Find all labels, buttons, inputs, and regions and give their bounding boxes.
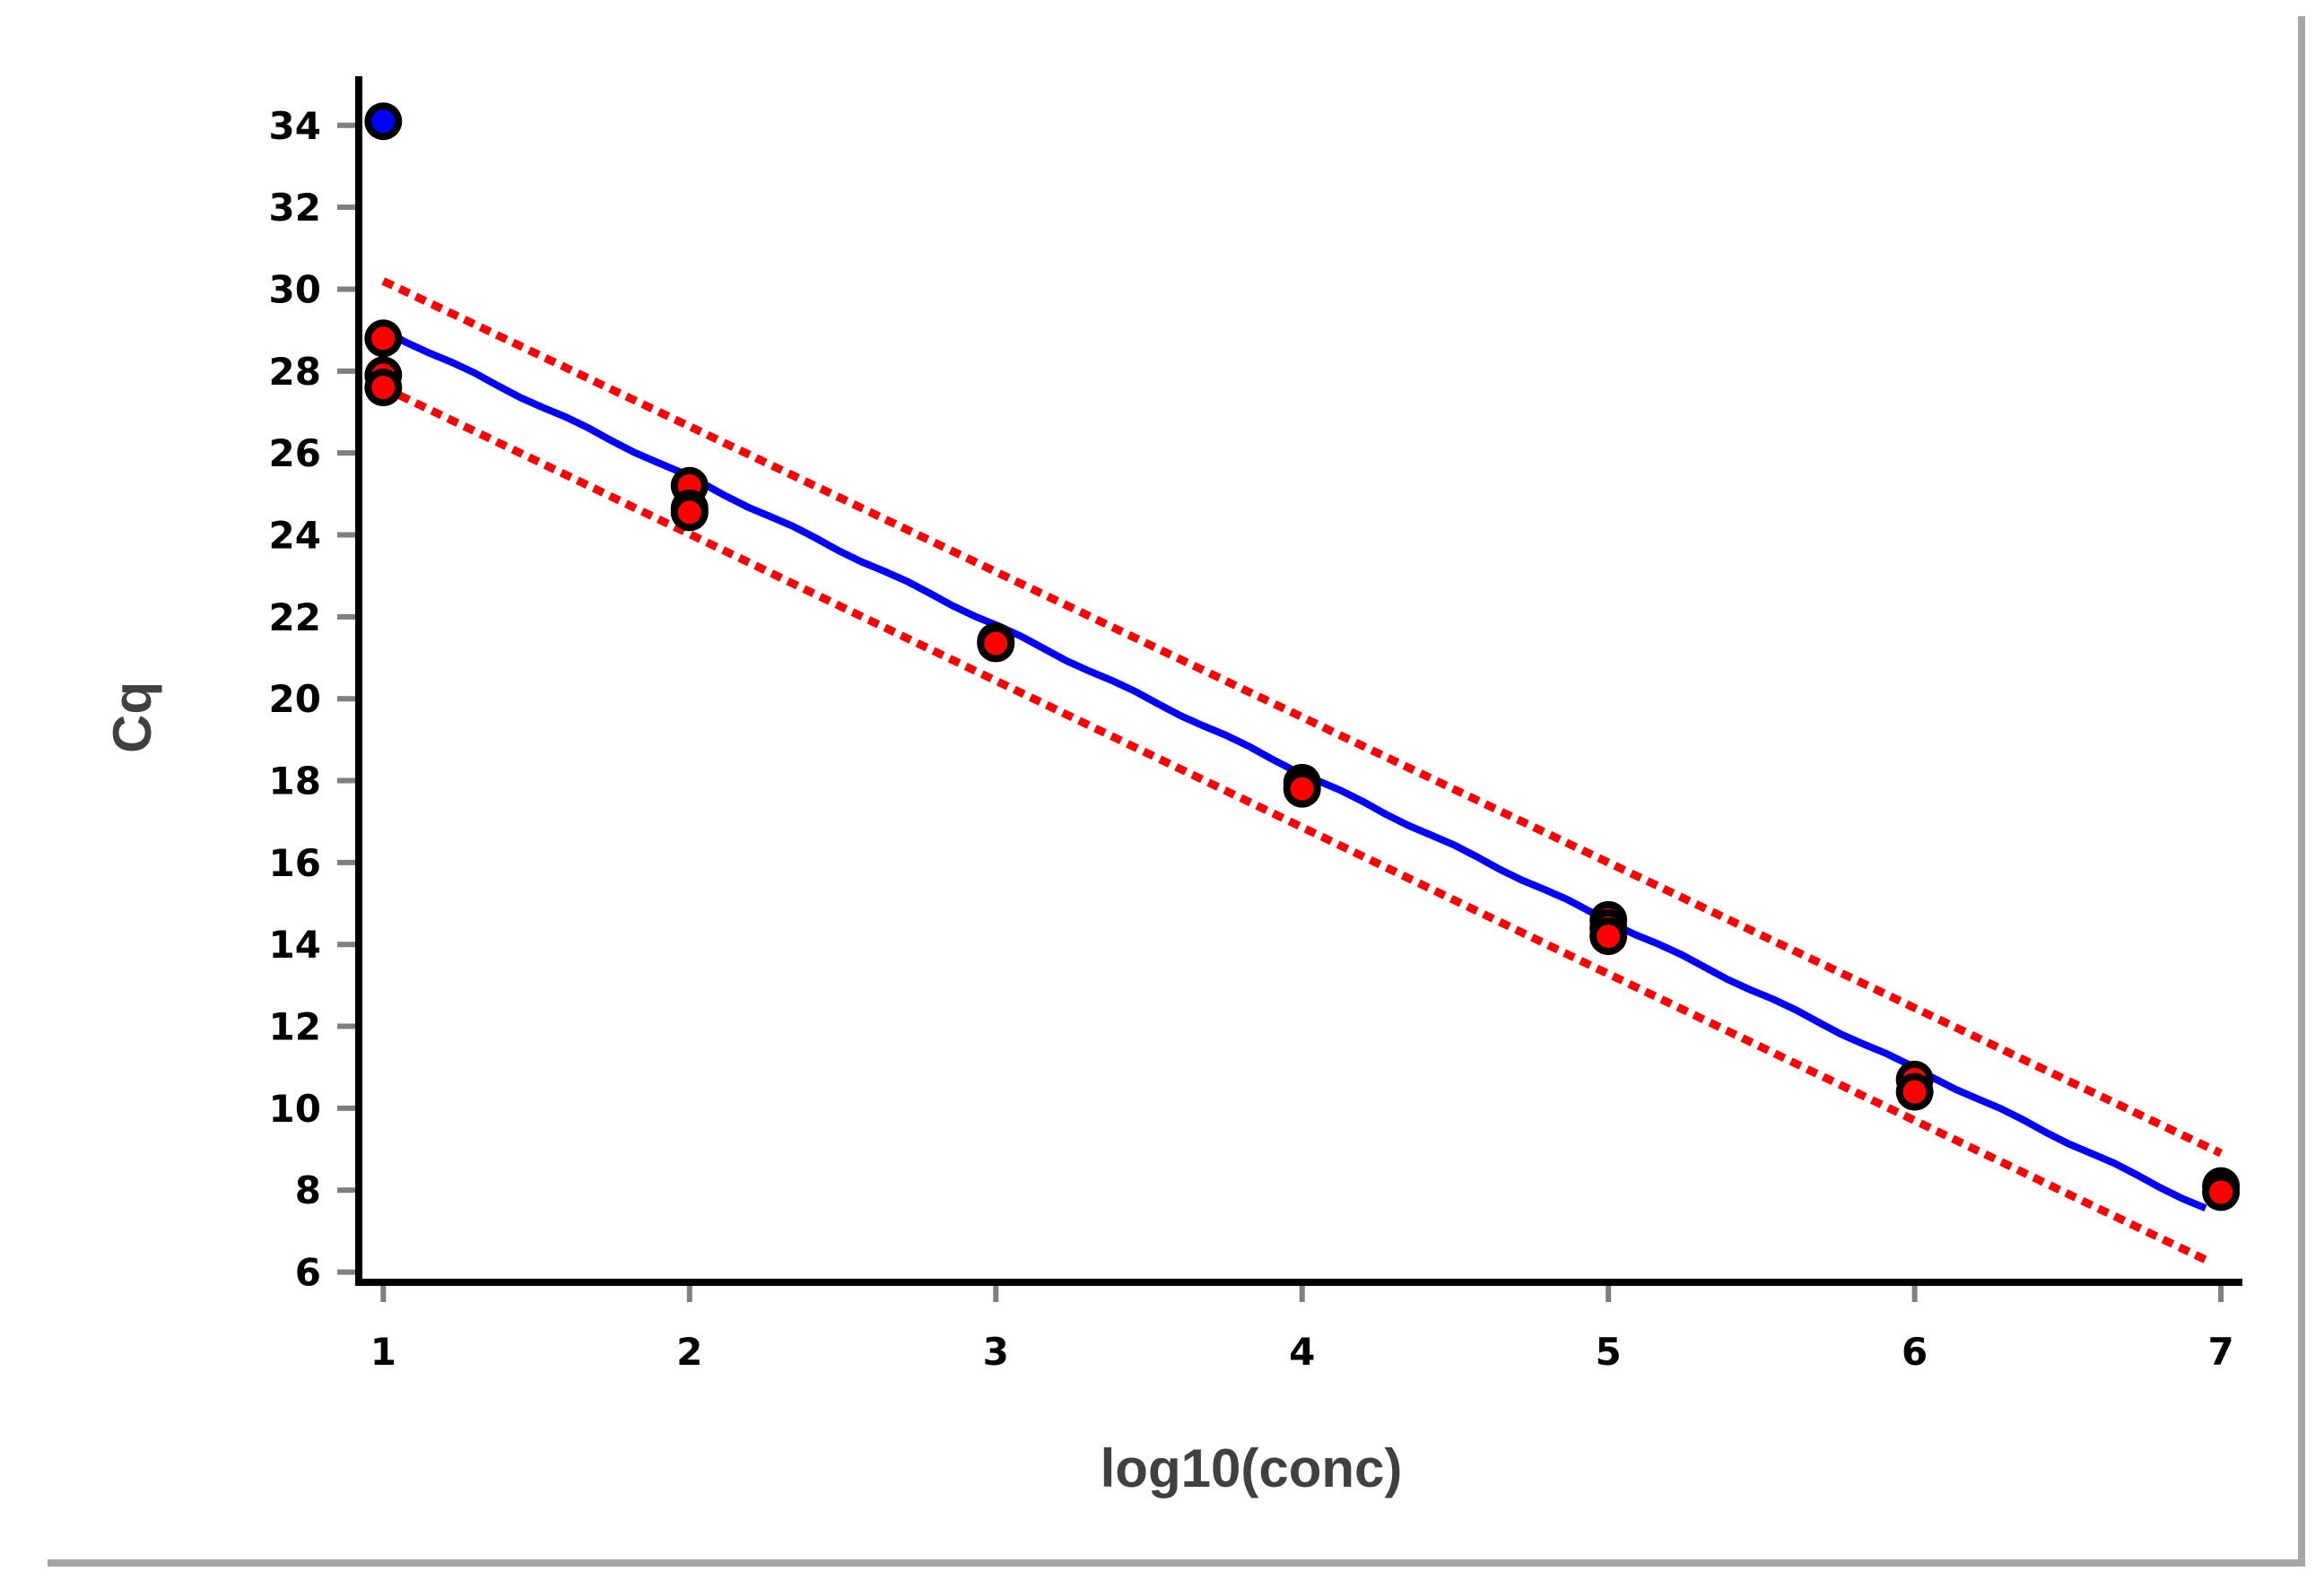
data-point-fill [1597, 925, 1621, 949]
y-tick-label: 20 [269, 677, 321, 721]
y-tick-label: 10 [269, 1087, 321, 1131]
y-axis-title: Cq [102, 681, 162, 753]
data-points [364, 102, 2241, 1211]
data-point-fill [1902, 1080, 1927, 1104]
data-point [977, 624, 1015, 663]
x-axis-ticks: 1 2 3 4 5 6 7 [370, 1282, 2234, 1374]
x-tick-label: 4 [1289, 1330, 1315, 1374]
x-axis-title: log10(conc) [1101, 1438, 1403, 1498]
data-point [670, 493, 709, 532]
y-tick-label: 30 [269, 267, 321, 311]
y-tick-label: 32 [269, 186, 321, 230]
y-tick-label: 18 [269, 760, 321, 803]
data-point [364, 369, 403, 407]
y-tick-label: 26 [269, 431, 321, 475]
data-point-fill [371, 376, 396, 400]
confidence-band-upper [381, 277, 2224, 1158]
data-point [1283, 769, 1321, 808]
x-tick-label: 5 [1596, 1330, 1622, 1374]
y-axis-ticks: 6 8 10 12 14 16 18 20 22 24 26 28 30 32 34 [269, 104, 359, 1295]
data-point-fill [2209, 1180, 2233, 1204]
confidence-band-lower [381, 384, 2207, 1263]
data-point [1895, 1072, 1934, 1111]
y-tick-label: 12 [269, 1005, 321, 1049]
outlier-point-fill [371, 109, 396, 134]
y-tick-label: 28 [269, 350, 321, 394]
y-tick-label: 34 [269, 104, 321, 148]
data-point-fill [1290, 777, 1314, 801]
data-point [2202, 1173, 2241, 1211]
x-tick-label: 7 [2207, 1330, 2233, 1374]
y-tick-label: 6 [295, 1251, 321, 1295]
data-point-fill [371, 326, 396, 351]
data-point [1589, 917, 1628, 956]
data-point-fill [984, 631, 1008, 655]
x-tick-label: 2 [676, 1330, 702, 1374]
frame-shadow [48, 16, 2305, 1567]
x-tick-label: 1 [370, 1330, 396, 1374]
data-point [364, 319, 403, 358]
y-tick-label: 8 [295, 1168, 321, 1212]
outlier-point [364, 102, 403, 141]
y-tick-label: 16 [269, 841, 321, 885]
x-tick-label: 3 [983, 1330, 1009, 1374]
x-tick-label: 6 [1902, 1330, 1928, 1374]
data-point-fill [677, 500, 701, 525]
y-tick-label: 22 [269, 595, 321, 639]
y-tick-label: 24 [269, 514, 321, 558]
y-tick-label: 14 [269, 923, 321, 967]
